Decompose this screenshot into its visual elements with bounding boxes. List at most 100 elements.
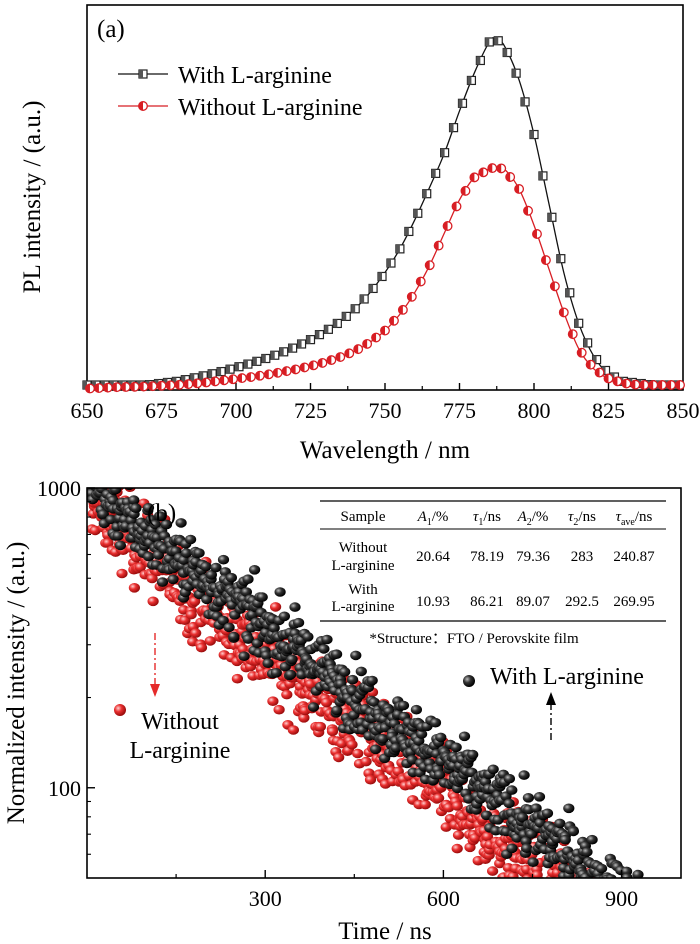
series-with-point (228, 631, 240, 642)
series-without-point (116, 568, 128, 579)
series-with-point (92, 478, 103, 488)
marker-square-half (440, 148, 445, 157)
series-without-point (451, 801, 463, 811)
marker-square-half (476, 56, 481, 65)
marker-circle-half (184, 379, 189, 389)
marker-circle-half (228, 374, 234, 384)
series-with-point (567, 826, 580, 837)
series-with-point (216, 366, 226, 377)
marker-square-half (226, 365, 231, 374)
series-with-point (223, 622, 235, 633)
series-without-point (228, 374, 238, 385)
series-without-point (231, 673, 243, 684)
marker-circle-half (282, 366, 287, 376)
series-without-point (469, 172, 480, 183)
series-with-point (142, 503, 155, 513)
legend-with-symbol (138, 69, 148, 79)
series-without-point (442, 221, 453, 231)
marker-square-half (503, 48, 508, 57)
legend-with-label: With L-arginine (178, 63, 332, 89)
series-without-point (195, 642, 208, 653)
series-with-point (234, 362, 244, 372)
panel-a-x-axis-title: Wavelength / nm (300, 437, 471, 464)
series-with-point (274, 587, 286, 597)
b-y-tick-label: 100 (48, 776, 81, 801)
marker-square-half (592, 355, 597, 364)
marker-circle-half (514, 184, 520, 194)
series-with-point (480, 810, 493, 821)
series-without-point (344, 348, 355, 359)
marker-circle-half (452, 202, 457, 211)
series-with-point (435, 732, 447, 743)
marker-circle-half (559, 308, 564, 317)
series-without-point (210, 376, 221, 387)
series-with-point (331, 705, 343, 716)
marker-square-half (404, 227, 409, 236)
series-with-point (521, 843, 533, 853)
marker-circle-half (327, 355, 332, 365)
series-with-point (518, 770, 530, 780)
marker-circle-half (335, 352, 341, 362)
marker-square-half (449, 123, 454, 132)
series-without-point (281, 366, 292, 377)
table-row2-tau1: 86.21 (470, 594, 504, 610)
marker-circle-half (112, 382, 117, 392)
marker-circle-half (398, 305, 403, 315)
series-with-point (314, 330, 325, 340)
series-without-point (102, 538, 114, 548)
table-header-a2: A2/% (517, 509, 549, 528)
series-without-point (346, 739, 358, 750)
table-row1-a1: 20.64 (416, 549, 450, 565)
series-without-point (165, 380, 176, 391)
table-row2-sample-line1: With (348, 582, 378, 598)
series-with-point (143, 551, 155, 562)
series-with-point (520, 836, 532, 846)
series-with-point (377, 734, 389, 744)
series-with-point (279, 347, 289, 357)
marker-square-half (217, 367, 222, 376)
marker-circle-half (380, 326, 385, 335)
series-with-point (149, 519, 161, 530)
series-without-point (536, 878, 547, 888)
marker-circle-half (407, 292, 412, 302)
marker-square-half (378, 272, 383, 281)
series-without-point (333, 752, 345, 763)
table-row2-sample-line2: L-arginine (331, 599, 394, 615)
series-without-point (419, 799, 431, 810)
series-without-point (675, 380, 685, 390)
series-with-point (406, 755, 418, 765)
series-without-point (287, 725, 299, 735)
marker-circle-half (389, 316, 394, 326)
series-without-point (639, 380, 650, 390)
series-with-point (565, 288, 575, 298)
series-with-point (97, 509, 109, 519)
series-with-point (370, 744, 382, 755)
series-without-point (190, 628, 202, 638)
marker-square-half (333, 319, 338, 328)
marker-square-half (574, 319, 579, 328)
series-with-point (114, 540, 126, 551)
series-without-point (558, 307, 569, 318)
series-with-point (105, 514, 117, 525)
series-without-point (540, 255, 551, 266)
series-with-point (596, 863, 608, 874)
legend-without-marker (118, 101, 168, 111)
series-without-point (621, 378, 632, 389)
series-with-point (262, 658, 274, 668)
marker-circle-half (103, 383, 108, 392)
annotation-with-marker (463, 675, 475, 687)
marker-circle-half (210, 377, 216, 386)
marker-circle-half (639, 380, 645, 390)
series-with-point (467, 749, 479, 760)
series-without-point (523, 205, 533, 216)
panel-b-ticks: 300 600 900 100 1000 (37, 476, 638, 911)
series-with-point (484, 37, 494, 47)
marker-square-half (288, 344, 293, 353)
table-row2-a2: 89.07 (516, 594, 550, 610)
marker-square-half (139, 70, 143, 78)
series-without-point (263, 369, 274, 380)
series-without-point (496, 163, 507, 174)
series-with-point (621, 873, 633, 878)
panel-b-label: (b) (147, 500, 176, 527)
a-x-tick-label: 800 (518, 398, 551, 423)
